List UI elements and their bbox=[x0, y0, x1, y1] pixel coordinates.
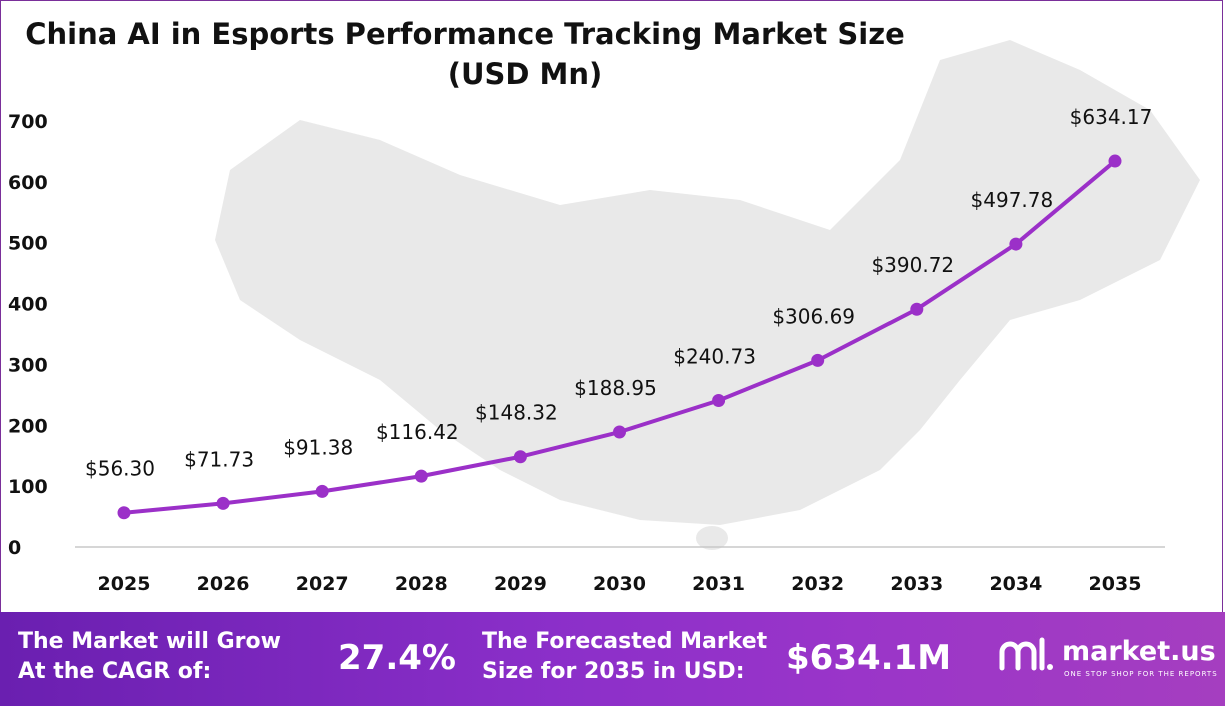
cagr-label-line2: At the CAGR of: bbox=[18, 659, 212, 684]
data-point bbox=[1108, 154, 1122, 168]
x-tick-label: 2030 bbox=[593, 573, 646, 595]
data-point bbox=[712, 393, 726, 407]
data-label: $634.17 bbox=[1070, 105, 1153, 129]
y-tick-label: 500 bbox=[8, 233, 48, 255]
data-label: $306.69 bbox=[772, 304, 855, 328]
chart-title-block: China AI in Esports Performance Tracking… bbox=[0, 14, 930, 94]
market-us-logo-icon bbox=[999, 637, 1053, 671]
forecast-label-line1: The Forecasted Market bbox=[482, 629, 768, 654]
x-tick-label: 2026 bbox=[197, 573, 250, 595]
x-tick-label: 2029 bbox=[494, 573, 547, 595]
x-tick-label: 2035 bbox=[1089, 573, 1142, 595]
data-point bbox=[513, 450, 527, 464]
y-tick-label: 200 bbox=[8, 415, 48, 437]
chart-subtitle: (USD Mn) bbox=[447, 57, 603, 91]
cagr-label-line1: The Market will Grow bbox=[18, 629, 281, 654]
data-label: $71.73 bbox=[184, 447, 254, 471]
data-label: $116.42 bbox=[376, 420, 459, 444]
data-label: $390.72 bbox=[871, 253, 954, 277]
data-label: $240.73 bbox=[673, 344, 756, 368]
y-tick-label: 300 bbox=[8, 354, 48, 376]
x-tick-label: 2032 bbox=[791, 573, 844, 595]
y-tick-label: 600 bbox=[8, 172, 48, 194]
x-tick-label: 2027 bbox=[296, 573, 349, 595]
data-point bbox=[1009, 237, 1023, 251]
forecast-value: $634.1M bbox=[786, 638, 952, 678]
cagr-label: The Market will Grow At the CAGR of: bbox=[18, 627, 281, 687]
forecast-label-line2: Size for 2035 in USD: bbox=[482, 659, 745, 684]
line-series: $56.30 $71.73 $91.38 $116.42 $148.32 $188.95 $… bbox=[85, 105, 1153, 520]
data-point bbox=[613, 425, 626, 439]
data-point bbox=[910, 302, 924, 316]
y-tick-label: 100 bbox=[8, 476, 48, 498]
data-point bbox=[414, 469, 428, 483]
data-point bbox=[216, 496, 230, 510]
data-label: $56.30 bbox=[85, 457, 155, 481]
x-tick-label: 2031 bbox=[692, 573, 745, 595]
data-point bbox=[117, 506, 131, 520]
chart-axes: 0 100 200 300 400 500 600 700 2025 2026 2027 2028 20… bbox=[8, 111, 1165, 595]
data-label: $91.38 bbox=[283, 435, 353, 459]
china-map-silhouette bbox=[215, 40, 1200, 550]
data-label: $497.78 bbox=[971, 188, 1054, 212]
data-label: $148.32 bbox=[475, 401, 558, 425]
x-tick-label: 2025 bbox=[98, 573, 151, 595]
cagr-value: 27.4% bbox=[338, 638, 456, 678]
forecast-label: The Forecasted Market Size for 2035 in U… bbox=[482, 627, 767, 687]
map-region-path bbox=[215, 40, 1200, 525]
data-point bbox=[315, 484, 329, 498]
x-tick-label: 2033 bbox=[890, 573, 943, 595]
brand-name: market.us bbox=[1062, 636, 1216, 667]
x-tick-label: 2028 bbox=[395, 573, 448, 595]
summary-banner: The Market will Grow At the CAGR of: 27.… bbox=[0, 612, 1225, 706]
map-island-path bbox=[696, 526, 728, 550]
y-tick-label: 0 bbox=[8, 537, 21, 559]
x-tick-label: 2034 bbox=[989, 573, 1042, 595]
data-label: $188.95 bbox=[574, 376, 657, 400]
brand-tagline: ONE STOP SHOP FOR THE REPORTS bbox=[1064, 670, 1218, 678]
y-tick-label: 400 bbox=[8, 294, 48, 316]
chart-title: China AI in Esports Performance Tracking… bbox=[25, 17, 905, 51]
data-point bbox=[811, 353, 825, 367]
line-chart: 0 100 200 300 400 500 600 700 2025 2026 2027 2028 20… bbox=[8, 40, 1200, 595]
y-tick-label: 700 bbox=[8, 111, 48, 133]
